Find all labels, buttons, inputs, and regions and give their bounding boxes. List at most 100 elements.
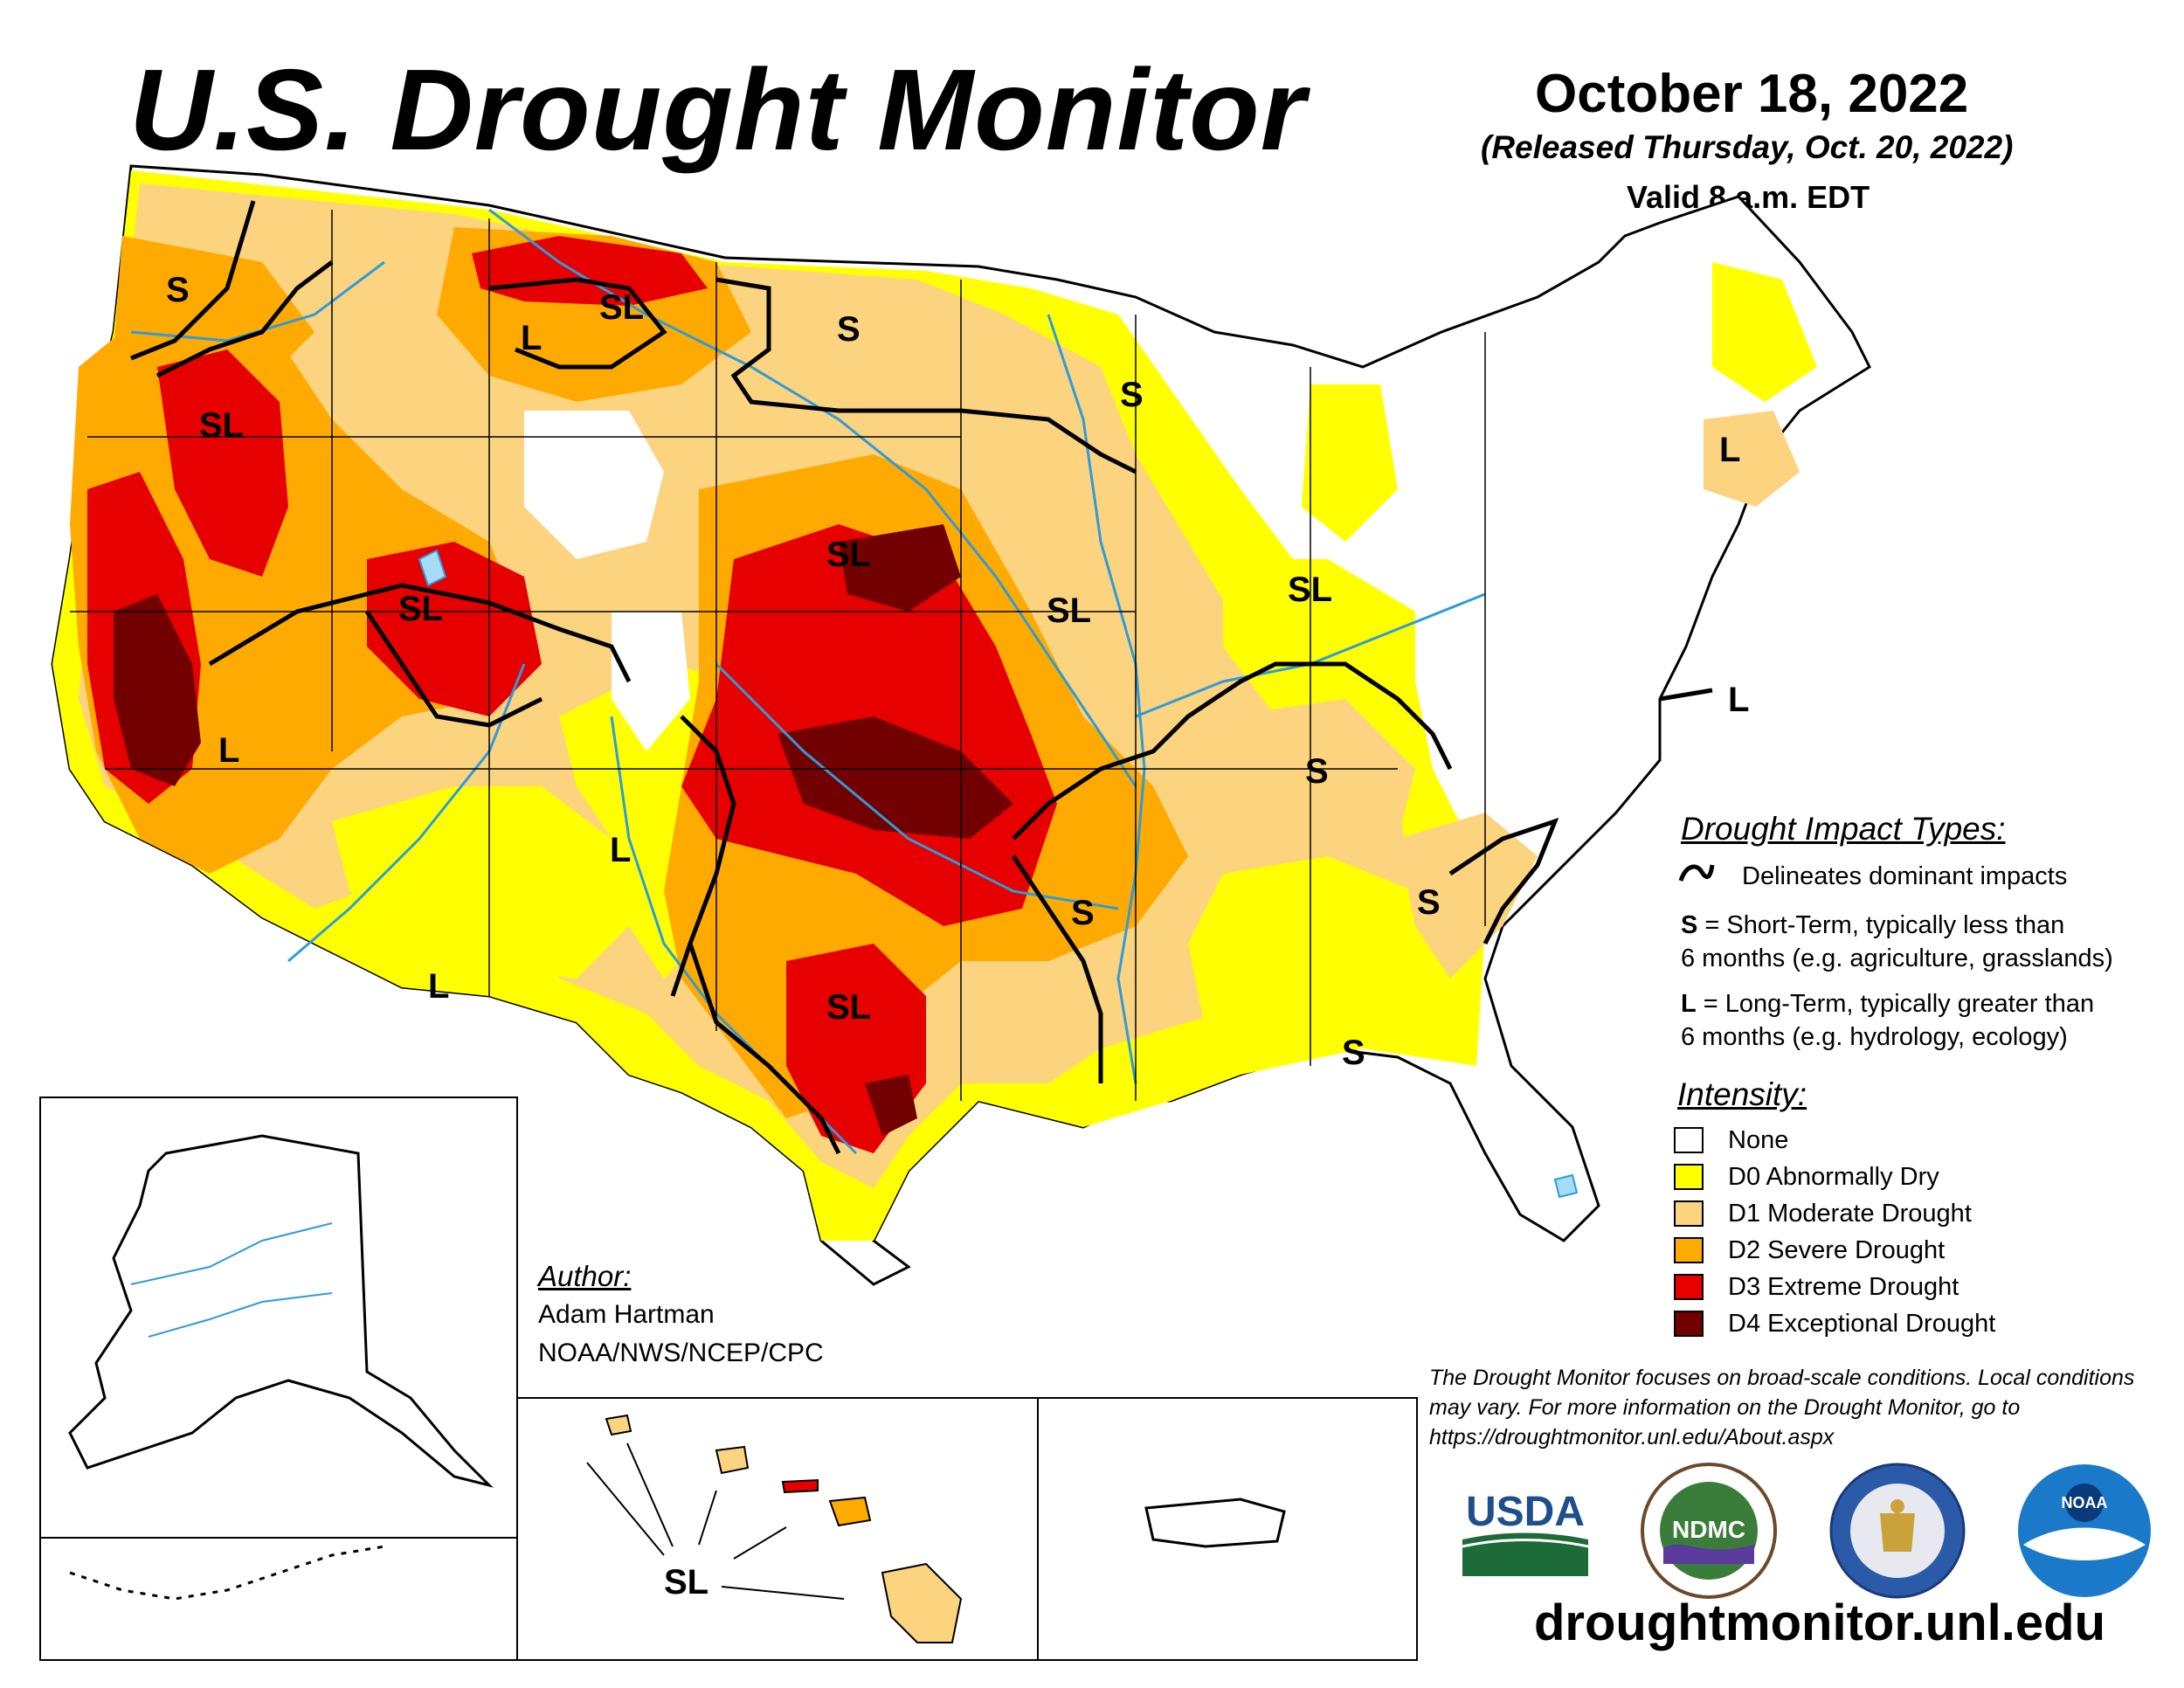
- hawaii-big-island: [881, 1562, 963, 1643]
- impact-label-s-kentucky: S: [1305, 752, 1329, 791]
- svg-text:NOAA: NOAA: [2062, 1494, 2108, 1512]
- d1-region-carolinas: [1398, 813, 1538, 979]
- state-boundaries: [70, 210, 1486, 1101]
- impact-label-l-idaho: L: [521, 319, 542, 357]
- intensity-item-d3: D3 Extreme Drought: [1674, 1270, 1959, 1304]
- disclaimer-text: The Drought Monitor focuses on broad-sca…: [1429, 1366, 2135, 1449]
- intensity-item-d2: D2 Severe Drought: [1674, 1234, 1945, 1267]
- lake-okeechobee: [1553, 1173, 1579, 1199]
- intensity-item-none: None: [1674, 1124, 1788, 1157]
- long-term-line-2: 6 months (e.g. hydrology, ecology): [1681, 1023, 2068, 1051]
- alaska-outline: [68, 1134, 494, 1488]
- long-term-desc: = Long-Term, typically greater than: [1703, 990, 2095, 1018]
- impact-label-sl-iowa: SL: [1047, 591, 1091, 630]
- intensity-label: D0 Abnormally Dry: [1728, 1163, 1939, 1191]
- hawaii-impact-label: SL: [664, 1563, 708, 1602]
- hawaii-molokai: [781, 1478, 819, 1494]
- long-term-line-1: L = Long-Term, typically greater than: [1681, 987, 2094, 1020]
- long-term-key: L: [1681, 990, 1697, 1018]
- impact-label-sl-texas: SL: [826, 988, 871, 1027]
- river-arkansas: [715, 662, 1119, 910]
- noaa-logo: NOAA: [2018, 1464, 2151, 1597]
- impact-lines: [130, 200, 1713, 1155]
- author-name: Adam Hartman: [538, 1300, 715, 1329]
- river-mississippi: [1047, 314, 1146, 1084]
- none-patch-idaho: [524, 411, 664, 559]
- map-date: October 18, 2022: [1535, 64, 1969, 124]
- d4-region-texas: [865, 1075, 917, 1136]
- d0-region-midwest: [1223, 559, 1415, 751]
- intensity-label: D4 Exceptional Drought: [1728, 1310, 1996, 1338]
- impact-label-l-newengland: L: [1719, 431, 1740, 469]
- impact-label-s-georgia: S: [1417, 883, 1441, 922]
- commerce-logo: [1829, 1463, 1966, 1599]
- impact-label-sl-ohio: SL: [1288, 571, 1332, 609]
- hawaii-kauai: [605, 1414, 632, 1436]
- hawaii-inset-frame: [516, 1397, 1039, 1661]
- map-title: U.S. Drought Monitor: [129, 45, 1307, 174]
- hawaii-maui: [828, 1496, 872, 1527]
- d4-region-nebraska: [839, 524, 961, 612]
- swatch-none: [1674, 1127, 1704, 1153]
- d1-region-new-england: [1704, 411, 1800, 507]
- impact-label-l-arizona: L: [428, 967, 449, 1006]
- intensity-legend-heading: Intensity:: [1677, 1076, 1807, 1112]
- alaska-river-2: [148, 1292, 333, 1338]
- release-date: (Released Thursday, Oct. 20, 2022): [1481, 129, 2014, 165]
- impact-label-l-eastcoast: L: [1728, 681, 1749, 719]
- hawaii-pointer-lines: [586, 1442, 845, 1600]
- none-patch-colorado: [612, 612, 690, 751]
- svg-text:USDA: USDA: [1466, 1489, 1585, 1535]
- great-salt-lake: [418, 549, 447, 587]
- intensity-label: None: [1728, 1126, 1789, 1154]
- impact-line-icon: [1678, 864, 1715, 882]
- intensity-item-d0: D0 Abnormally Dry: [1674, 1160, 1939, 1193]
- d3-region-oregon: [157, 349, 288, 577]
- ndmc-logo: NDMC: [1641, 1463, 1777, 1599]
- impact-line-text: Delineates dominant impacts: [1742, 862, 2068, 890]
- d0-region-southeast: [1188, 856, 1450, 1066]
- impact-labels: S SL L L SL S SL SL SL S SL L L S L S S …: [166, 271, 1749, 1072]
- alaska-river: [130, 1222, 333, 1285]
- short-term-desc: = Short-Term, typically less than: [1704, 911, 2065, 939]
- intensity-item-d4: D4 Exceptional Drought: [1674, 1307, 1995, 1340]
- impact-label-s-florida: S: [1342, 1034, 1365, 1072]
- impact-label-s-washington: S: [166, 271, 190, 309]
- impact-label-s-arkansas: S: [1071, 894, 1095, 932]
- d0-region-maine: [1712, 262, 1817, 402]
- d1-region-tennessee: [1223, 699, 1415, 856]
- swatch-d2: [1674, 1237, 1704, 1263]
- d2-region-northwest: [114, 236, 314, 402]
- impact-label-sl-oregon: SL: [199, 406, 244, 445]
- intensity-label: D1 Moderate Drought: [1728, 1200, 1972, 1228]
- short-term-line-2: 6 months (e.g. agriculture, grasslands): [1681, 944, 2113, 972]
- intensity-item-d1: D1 Moderate Drought: [1674, 1197, 1972, 1230]
- impact-label-l-newmexico: L: [610, 831, 631, 869]
- author-heading: Author:: [538, 1260, 632, 1292]
- author-org: NOAA/NWS/NCEP/CPC: [538, 1339, 824, 1367]
- swatch-d3: [1674, 1274, 1704, 1300]
- river-colorado: [287, 663, 526, 963]
- d0-region-michigan: [1302, 384, 1398, 542]
- website-url: droughtmonitor.unl.edu: [1534, 1595, 2106, 1651]
- impact-label-l-california: L: [218, 731, 239, 770]
- impact-label-sl-nebraska: SL: [826, 536, 871, 574]
- intensity-label: D3 Extreme Drought: [1728, 1273, 1959, 1301]
- impact-label-sl-nevada-utah: SL: [398, 590, 443, 628]
- usda-logo: USDA: [1462, 1489, 1589, 1576]
- puerto-rico-outline: [1144, 1498, 1286, 1548]
- impact-label-s-wisconsin: S: [1120, 376, 1144, 414]
- d0-patch-southwest: [332, 786, 629, 979]
- d3-region-montana: [472, 236, 708, 306]
- intensity-label: D2 Severe Drought: [1728, 1236, 1946, 1264]
- impact-label-sl-montana: SL: [599, 288, 644, 327]
- swatch-d1: [1674, 1200, 1704, 1227]
- impact-legend-heading: Drought Impact Types:: [1681, 811, 2006, 847]
- swatch-d4: [1674, 1311, 1704, 1337]
- aleutian-islands: [69, 1545, 385, 1601]
- hawaii-oahu: [715, 1445, 750, 1475]
- d4-region-kansas: [778, 716, 1013, 839]
- swatch-d0: [1674, 1164, 1704, 1190]
- d4-region-california: [114, 594, 201, 786]
